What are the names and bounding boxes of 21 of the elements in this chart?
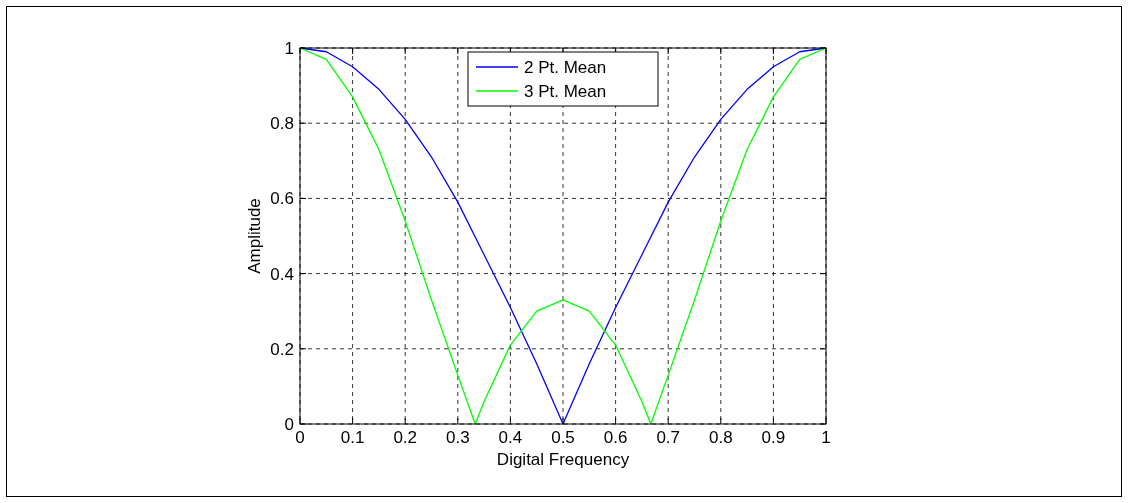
y-axis-title: Amplitude <box>245 198 264 274</box>
x-tick-label: 0.8 <box>708 428 733 447</box>
y-tick-label: 0.4 <box>270 264 294 284</box>
y-tick-label: 0.6 <box>270 189 294 209</box>
x-tick-label: 0.9 <box>761 428 786 447</box>
x-tick-label: 0.5 <box>551 428 575 447</box>
line-series <box>299 47 827 425</box>
x-tick-label: 0.3 <box>445 428 470 447</box>
x-tick-label: 0.2 <box>393 428 418 447</box>
y-tick-label: 0.8 <box>270 114 294 134</box>
x-tick-label: 0.4 <box>498 428 523 447</box>
legend-label: 2 Pt. Mean <box>524 57 607 77</box>
x-tick-label: 0.7 <box>656 428 681 447</box>
y-tick-label: 1 <box>284 38 294 58</box>
y-tick-label: 0.2 <box>270 339 294 359</box>
legend-label: 3 Pt. Mean <box>524 81 607 101</box>
x-tick-label: 0.6 <box>603 428 628 447</box>
y-tick-label: 0 <box>284 414 294 434</box>
x-axis-title: Digital Frequency <box>496 450 630 469</box>
x-tick-label: 1 <box>821 428 831 447</box>
x-tick-label: 0.1 <box>340 428 365 447</box>
